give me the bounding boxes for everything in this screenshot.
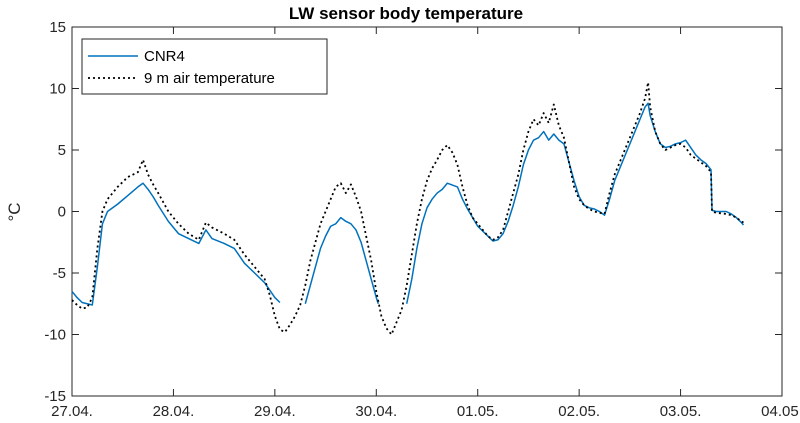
legend-box xyxy=(81,38,328,95)
y-tick-label: 0 xyxy=(58,204,66,221)
y-tick-label: -15 xyxy=(44,388,66,405)
series-air-temperature xyxy=(71,81,744,336)
y-axis-ticks: -15 -10 -5 0 5 10 15 xyxy=(44,19,782,405)
x-tick-label: 27.04. xyxy=(51,403,93,420)
series-line-segment xyxy=(71,81,744,336)
y-tick-label: -5 xyxy=(53,265,66,282)
series-layer xyxy=(71,81,745,336)
x-tick-label: 30.04. xyxy=(355,403,397,420)
series-cnr4 xyxy=(71,102,745,306)
y-tick-label: 15 xyxy=(49,19,66,36)
legend: CNR4 9 m air temperature xyxy=(81,38,328,95)
x-tick-label: 28.04. xyxy=(153,403,195,420)
series-line-segment xyxy=(405,102,745,304)
x-axis-ticks: 27.04. 28.04. 29.04. 30.04. 01.05. 02.05. 03.0… xyxy=(51,27,800,420)
chart-title: LW sensor body temperature xyxy=(289,4,523,23)
y-tick-label: 10 xyxy=(49,81,66,98)
x-tick-label: 29.04. xyxy=(254,403,296,420)
x-tick-label: 02.05. xyxy=(558,403,600,420)
x-tick-label: 04.05. xyxy=(761,403,800,420)
legend-label-cnr4: CNR4 xyxy=(144,48,185,65)
y-tick-label: 5 xyxy=(58,142,66,159)
x-tick-label: 03.05. xyxy=(660,403,702,420)
y-tick-label: -10 xyxy=(44,327,66,344)
x-tick-label: 01.05. xyxy=(457,403,499,420)
series-line-segment xyxy=(71,182,281,306)
y-axis-label: °C xyxy=(5,202,24,221)
series-line-segment xyxy=(304,216,380,304)
legend-label-air-temperature: 9 m air temperature xyxy=(144,70,275,87)
